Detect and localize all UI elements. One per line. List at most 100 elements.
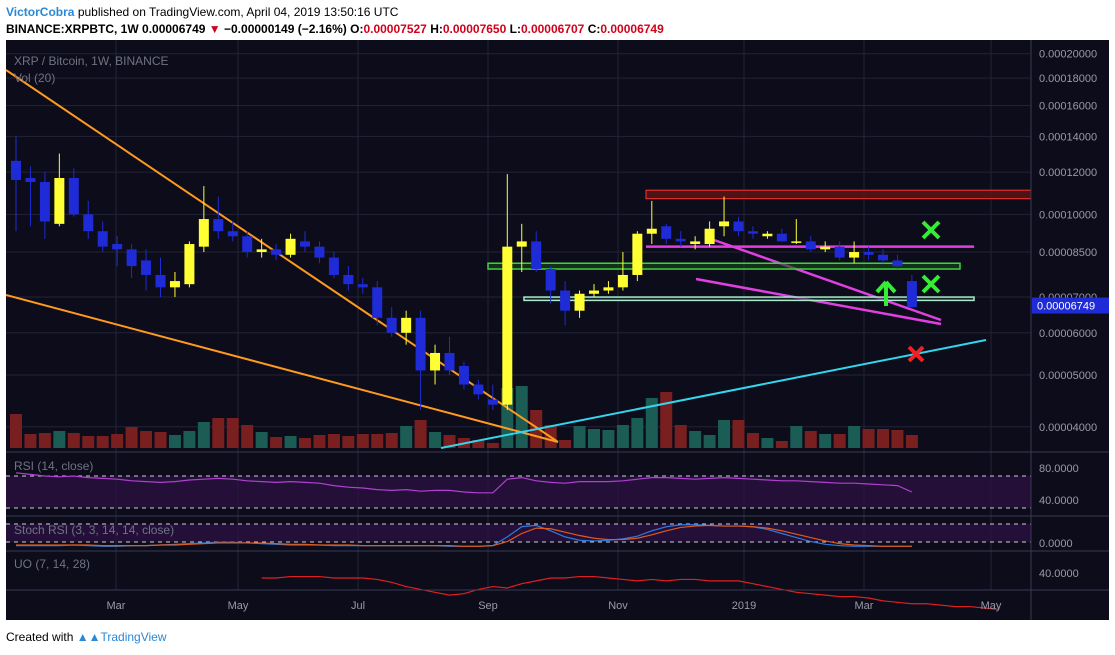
volume-bar <box>226 418 239 448</box>
volume-bar <box>255 432 268 448</box>
price-change: −0.00000149 (−2.16%) <box>224 22 347 36</box>
volume-bar <box>24 434 37 448</box>
volume-bar <box>486 443 499 448</box>
support-zone-lower[interactable] <box>523 296 975 302</box>
volume-bar <box>356 434 369 448</box>
resistance-zone[interactable] <box>645 189 1032 200</box>
candles <box>11 136 917 411</box>
candle-body <box>184 244 195 285</box>
volume-bar <box>848 426 861 448</box>
rsi-band <box>6 476 1031 508</box>
volume-bar <box>241 425 254 448</box>
volume-bar <box>111 434 124 448</box>
volume-bar <box>746 433 759 448</box>
candle-body <box>227 231 238 237</box>
candle-body <box>531 241 542 270</box>
volume-bar <box>342 436 355 448</box>
volume-bar <box>616 425 629 448</box>
candle-body <box>502 246 513 405</box>
candle-body <box>256 249 267 253</box>
candle-body <box>747 231 758 234</box>
price-axis[interactable]: 0.00020000 0.00018000 0.00016000 0.00014000… <box>1030 40 1109 620</box>
candle-body <box>300 241 310 247</box>
candle-body <box>242 236 253 253</box>
volume-bar <box>284 436 297 448</box>
candle-body <box>906 281 917 308</box>
price-tick-label: 0.00012000 <box>1039 167 1097 179</box>
volume-bar <box>588 429 600 448</box>
volume-bar <box>660 392 673 448</box>
candle-body <box>646 228 657 234</box>
price-tick-label: 0.00006000 <box>1039 328 1097 340</box>
volume-bar <box>877 429 889 448</box>
volume-bar <box>718 420 731 448</box>
publish-info: VictorCobra published on TradingView.com… <box>6 5 398 19</box>
time-tick-label: Mar <box>107 600 126 612</box>
candle-body <box>863 252 874 255</box>
candle-body <box>574 293 585 311</box>
volume-bar <box>833 434 846 448</box>
support-zone-upper[interactable] <box>487 262 961 270</box>
candle-body <box>589 290 599 294</box>
open-value: 0.00007527 <box>363 22 427 36</box>
candle-body <box>791 241 802 243</box>
footer-prefix: Created with <box>6 630 74 644</box>
trading-chart[interactable]: 0.00020000 0.00018000 0.00016000 0.00014000… <box>6 40 1109 620</box>
volume-bar <box>414 420 427 448</box>
support-trend-line[interactable] <box>440 339 987 449</box>
candle-body <box>314 246 325 258</box>
price-tick-label: 0.00014000 <box>1039 131 1097 143</box>
price-tick-label: 0.00018000 <box>1039 73 1097 85</box>
volume-bar <box>732 420 745 448</box>
volume-bar <box>761 438 774 448</box>
candle-body <box>213 219 224 232</box>
time-tick-label: 2019 <box>732 600 756 612</box>
volume-bar <box>96 436 109 448</box>
channel-line-upper[interactable] <box>713 238 942 322</box>
candle-body <box>401 317 412 333</box>
candle-body <box>878 254 888 261</box>
uo-legend: UO (7, 14, 28) <box>14 557 90 571</box>
main-legend: XRP / Bitcoin, 1W, BINANCE <box>14 54 169 68</box>
uo-line <box>261 575 999 611</box>
candle-body <box>704 228 715 245</box>
candle-body <box>834 246 845 258</box>
author-name[interactable]: VictorCobra <box>6 5 75 19</box>
volume-bar <box>327 434 340 448</box>
time-axis[interactable]: Mar May Jul Sep Nov 2019 Mar May <box>6 589 1109 612</box>
volume-bar <box>862 429 875 448</box>
rsi-pane <box>6 472 1031 509</box>
volume-bar <box>674 425 687 448</box>
stoch-band <box>6 524 1031 542</box>
candle-body <box>516 241 527 247</box>
cross-mark-icon <box>921 274 941 294</box>
volume-bar <box>804 431 817 448</box>
fan-line-lower[interactable] <box>6 294 559 443</box>
rsi-tick-label: 80.0000 <box>1039 463 1079 475</box>
channel-line-lower[interactable] <box>695 277 942 326</box>
volume-bar <box>38 433 51 448</box>
cross-mark-icon <box>907 345 925 363</box>
stoch-tick-label: 0.0000 <box>1039 538 1073 550</box>
volume-bar <box>891 430 904 448</box>
volume-bar <box>140 431 153 448</box>
time-tick-label: Jul <box>351 600 365 612</box>
volume-bar <box>385 433 398 448</box>
candle-body <box>328 257 339 275</box>
signal-marks <box>875 220 941 363</box>
candle-body <box>25 177 36 182</box>
candle-body <box>603 287 614 291</box>
candle-body <box>271 249 282 255</box>
volume-bar <box>10 414 22 448</box>
footer-brand[interactable]: TradingView <box>100 630 167 644</box>
uo-tick-label: 40.0000 <box>1039 568 1079 580</box>
candle-body <box>169 281 180 288</box>
price-tick-label: 0.00008500 <box>1039 247 1097 259</box>
last-price: 0.00006749 <box>142 22 206 36</box>
candle-body <box>690 241 701 245</box>
candle-body <box>487 399 498 405</box>
candle-body <box>632 233 643 275</box>
candle-body <box>343 274 354 285</box>
tradingview-logo-icon[interactable]: ▲▲ <box>76 630 101 644</box>
published-text: published on TradingView.com, April 04, … <box>77 5 399 19</box>
